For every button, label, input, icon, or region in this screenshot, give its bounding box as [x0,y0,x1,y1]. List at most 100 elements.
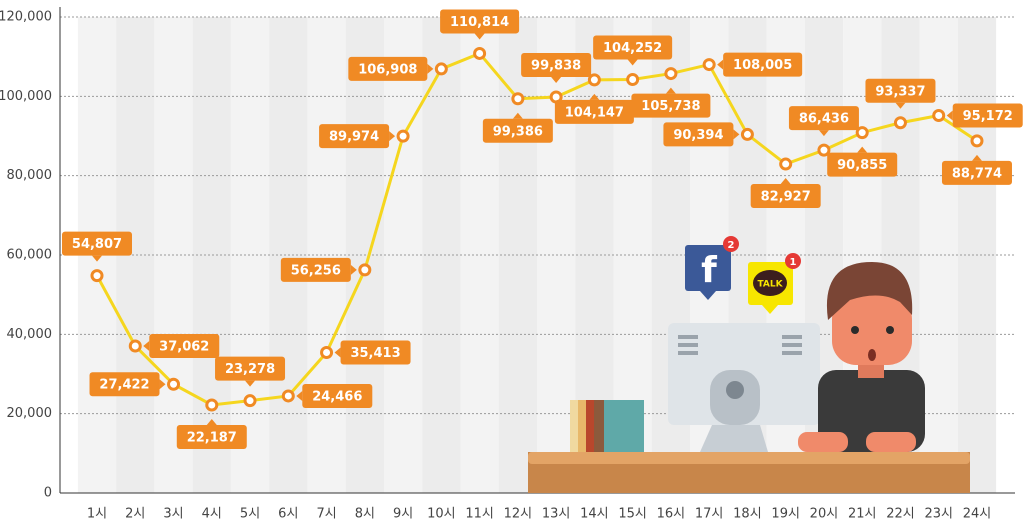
value-label: 93,337 [875,84,925,99]
data-point [358,263,372,277]
x-tick-label: 16시 [657,507,686,522]
value-label: 82,927 [761,190,811,205]
label-box [788,106,859,131]
badge-count: 2 [728,240,735,251]
knob [726,381,744,399]
mouth [868,349,876,361]
label-box [215,356,286,381]
x-tick-label: 23시 [924,507,953,522]
label-pointer [895,102,906,109]
label-pointer [245,380,256,387]
label-box [340,340,411,365]
data-point [90,269,104,283]
label-pointer [857,146,868,153]
book [570,400,578,452]
x-tick-label: 10시 [427,507,456,522]
value-label: 89,974 [329,130,379,145]
value-label: 104,147 [565,105,624,120]
data-point [855,126,869,140]
x-tick-label: 2시 [125,507,145,522]
vent [782,335,802,339]
data-point [511,92,525,106]
data-point [167,377,181,391]
x-tick-label: 19시 [771,507,800,522]
plot: 54,807 37,062 27,422 22,187 23,278 24,466 35,4… [62,9,1023,449]
value-label: 104,252 [603,41,662,56]
x-tick-label: 4시 [202,507,222,522]
label-pointer [665,87,676,94]
x-tick-label: 21시 [848,507,877,522]
badge [723,236,739,252]
data-point [893,116,907,130]
vent [782,343,802,347]
label-pointer [627,59,638,66]
label-box [521,52,592,77]
label-box [319,124,390,149]
label-box [593,35,673,60]
label-pointer [92,255,102,262]
data-point [243,394,257,408]
badge [785,253,801,269]
label-pointer [474,33,485,40]
y-tick-label: 20,000 [7,406,53,421]
label-box [631,93,711,118]
hand [866,432,916,452]
value-label: 35,413 [350,346,400,361]
data-point [817,143,831,157]
illustration: f 2 TALK 1 [528,236,970,493]
eye [851,326,859,334]
label-box [952,103,1023,128]
column-band [383,17,423,493]
label-pointer [971,154,982,161]
y-tick-label: 80,000 [7,168,53,183]
label-pointer [427,63,434,74]
value-label: 106,908 [358,62,417,77]
x-tick-label: 8시 [355,507,375,522]
value-label: 90,394 [673,128,723,143]
label-box [827,152,898,177]
head [832,295,912,365]
x-tick-label: 1시 [87,507,107,522]
data-point [970,134,984,148]
value-label: 110,814 [450,15,509,30]
monitor-stand [700,425,768,452]
facebook-f: f [701,250,717,291]
y-tick-label: 100,000 [0,89,52,104]
label-pointer [589,93,600,100]
label-pointer [551,76,562,83]
x-tick-label: 15시 [618,507,647,522]
hair [826,262,913,320]
value-label: 99,386 [493,124,543,139]
value-label: 90,855 [837,158,887,173]
value-label: 37,062 [159,339,209,354]
label-pointer [159,379,166,390]
value-label: 108,005 [733,58,792,73]
data-point [740,127,754,141]
x-tick-label: 12시 [504,507,533,522]
x-tick-label: 24시 [963,507,992,522]
book [578,400,586,452]
data-point [434,62,448,76]
label-box [89,372,160,397]
value-label: 86,436 [799,112,849,127]
vent [678,351,698,355]
label-pointer [946,110,953,121]
label-box [440,9,520,34]
badge-count: 1 [790,257,797,268]
data-point [473,46,487,60]
label-pointer [206,418,217,425]
y-tick-label: 60,000 [7,248,53,263]
label-box [302,383,373,408]
value-label: 22,187 [187,430,237,445]
value-label: 95,172 [963,109,1013,124]
book [594,400,604,452]
data-point [396,129,410,143]
book [586,400,594,452]
pointer [700,291,716,300]
pointer [762,305,778,314]
label-box [348,56,428,81]
data-point [932,108,946,122]
label-pointer [389,131,396,142]
label-box [280,257,351,282]
